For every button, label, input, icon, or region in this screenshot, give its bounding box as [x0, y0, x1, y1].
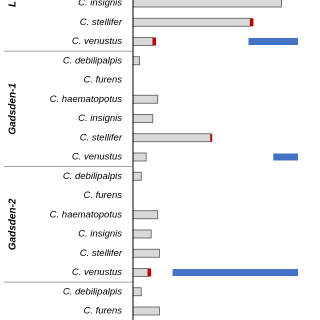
- bar: [132, 268, 149, 277]
- category-label: C. insignis: [78, 229, 122, 240]
- category-label: C. haematopotus: [50, 209, 123, 220]
- bar: [132, 210, 159, 220]
- category-label: C. haematopotus: [50, 94, 123, 105]
- bar: [132, 133, 211, 143]
- category-label: C. furens: [83, 190, 122, 201]
- bar: [132, 152, 147, 162]
- category-label: C. venustus: [72, 36, 122, 47]
- bar: [132, 171, 142, 181]
- range-bar: [248, 38, 298, 45]
- bar: [132, 114, 154, 123]
- group-label: Gadsden-2: [8, 198, 19, 250]
- category-label: C. debilipalpis: [63, 55, 122, 66]
- category-label: C. stellifer: [80, 17, 123, 28]
- bar-segment: [250, 18, 254, 27]
- bar: [132, 287, 142, 297]
- range-bar: [172, 269, 298, 276]
- bar-segment: [210, 133, 213, 142]
- group-label: L: [8, 1, 19, 7]
- category-label: C. furens: [83, 306, 122, 317]
- category-label: C. stellifer: [80, 132, 123, 143]
- bar: [132, 229, 152, 239]
- bar-segment: [152, 37, 157, 46]
- bar: [132, 56, 140, 66]
- bar-segment: [147, 268, 152, 277]
- bar: [132, 248, 160, 258]
- category-label: C. insignis: [78, 113, 122, 124]
- bar: [132, 306, 160, 316]
- category-label: C. debilipalpis: [63, 171, 122, 182]
- bar: [132, 17, 251, 27]
- range-bar: [273, 153, 298, 161]
- category-label: C. stellifer: [80, 248, 123, 259]
- category-label: C. furens: [83, 75, 122, 86]
- bar: [132, 37, 154, 46]
- bar: [132, 0, 282, 8]
- category-label: C. venustus: [72, 267, 122, 278]
- category-label: C. insignis: [78, 0, 122, 9]
- category-label: C. venustus: [72, 152, 122, 163]
- group-label: Gadsden-1: [8, 83, 19, 135]
- category-label: C. debilipalpis: [63, 286, 122, 297]
- bar: [132, 94, 159, 104]
